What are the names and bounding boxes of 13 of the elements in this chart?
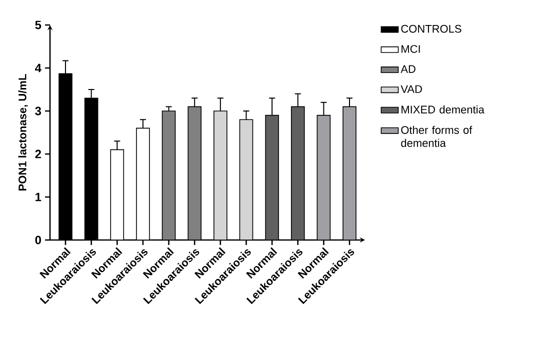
legend-label: Other forms of dementia: [401, 126, 472, 147]
legend-label: MIXED dementia: [402, 105, 484, 114]
legend-label: VAD: [400, 85, 422, 93]
y-tick-label: 2: [35, 150, 41, 158]
y-tick-label: 3: [35, 106, 42, 116]
y-tick-label: 4: [34, 64, 42, 72]
legend-label: CONTROLS: [401, 24, 462, 33]
y-tick-label: 5: [35, 20, 42, 30]
y-tick-label: 0: [35, 236, 41, 244]
y-axis-title: PON1 lactonase, U/mL: [18, 74, 28, 190]
legend-label: MCI: [402, 45, 420, 53]
legend-label: AD: [400, 65, 416, 73]
y-tick-label: 1: [36, 192, 42, 202]
